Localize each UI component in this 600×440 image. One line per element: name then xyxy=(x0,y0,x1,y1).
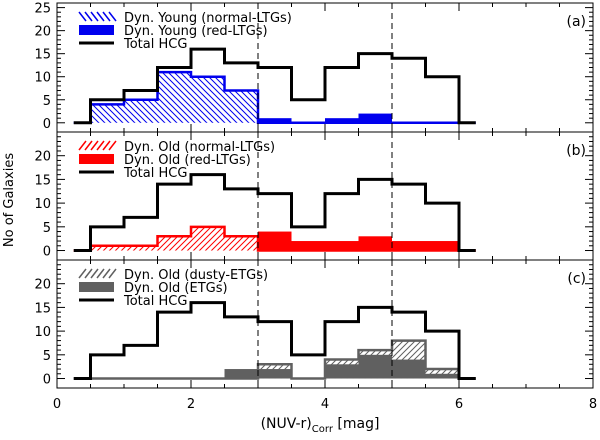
legend-label: Dyn. Young (red-LTGs) xyxy=(124,24,268,39)
panel-c: 0 5 10 15 20 (c) Dyn. Old (dusty-ETGs)Dyn. Old… xyxy=(34,259,594,389)
legend-fill-swatch xyxy=(79,154,114,164)
hatched-bar xyxy=(124,99,158,123)
legend-hatch-swatch xyxy=(108,11,117,22)
legend-fill-swatch xyxy=(79,25,114,35)
y-axis-label: No of Galaxies xyxy=(2,153,17,247)
legend-label: Dyn. Old (dusty-ETGs) xyxy=(124,268,268,283)
x-axis-label: (NUV-r)Corr [mag] xyxy=(261,416,380,435)
hatched-bar xyxy=(157,72,191,123)
filled-bar xyxy=(325,118,359,123)
hatched-bar xyxy=(90,104,124,123)
panel-label: (a) xyxy=(566,14,586,30)
y-tick-label: 0 xyxy=(43,117,51,132)
x-tick-label: 6 xyxy=(455,397,463,412)
x-tick-label: 8 xyxy=(589,397,597,412)
y-tick-label: 15 xyxy=(34,48,51,63)
panel-label: (c) xyxy=(567,271,586,287)
hatched-bar xyxy=(191,76,225,123)
legend-label: Dyn. Old (red-LTGs) xyxy=(124,153,251,168)
filled-bar xyxy=(291,241,325,251)
legend-hatch-swatch xyxy=(78,140,87,151)
filled-bar xyxy=(258,231,292,251)
filled-bar xyxy=(325,241,359,251)
legend-label: Total HCG xyxy=(123,294,187,309)
legend-label: Dyn. Young (normal-LTGs) xyxy=(124,11,292,26)
legend-label: Total HCG xyxy=(123,37,187,52)
legend-label: Dyn. Old (ETGs) xyxy=(124,281,228,296)
x-tick-label: 0 xyxy=(53,397,61,412)
panel-a: 0 5 10 15 20 25 (a) Dyn. Young (normal-LTGs)Dyn… xyxy=(34,2,594,133)
total-hcg-line xyxy=(73,301,476,381)
total-hcg-line xyxy=(73,173,476,253)
y-tick-label: 10 xyxy=(34,325,51,340)
legend-label: Total HCG xyxy=(123,166,187,181)
y-tick-label: 20 xyxy=(34,278,51,293)
y-tick-label: 10 xyxy=(34,71,51,86)
filled-bar xyxy=(358,236,392,251)
legend-hatch-swatch xyxy=(90,11,99,22)
y-tick-label: 25 xyxy=(34,2,51,17)
x-axis-label-subscript: Corr xyxy=(312,424,334,435)
hatched-series-outline xyxy=(73,225,476,252)
legend-fill-swatch xyxy=(79,282,114,292)
filled-bar xyxy=(425,373,459,379)
total-hcg-line xyxy=(73,47,476,125)
legend-hatch-swatch xyxy=(90,140,99,151)
hatched-series-outline xyxy=(73,70,476,125)
y-tick-label: 15 xyxy=(34,173,51,188)
hatched-bar xyxy=(90,245,124,251)
hatched-bar xyxy=(157,236,191,251)
legend-hatch-swatch xyxy=(96,11,105,22)
y-tick-label: 10 xyxy=(34,197,51,212)
filled-bar xyxy=(358,354,392,379)
y-tick-label: 5 xyxy=(43,221,51,236)
legend-hatch-swatch xyxy=(90,268,99,279)
legend-hatch-swatch xyxy=(102,268,111,279)
hatched-bar xyxy=(224,90,258,123)
legend-label: Dyn. Old (normal-LTGs) xyxy=(124,140,275,155)
panel-b: 0 5 10 15 20 (b) Dyn. Old (normal-LTGs)Dyn. Ol… xyxy=(34,131,594,261)
filled-bar xyxy=(392,241,426,251)
panel-label: (b) xyxy=(566,143,586,159)
filled-bar xyxy=(425,241,459,251)
legend-hatch-swatch xyxy=(102,140,111,151)
legend-hatch-swatch xyxy=(84,11,93,22)
hatched-bar xyxy=(191,226,225,251)
legend-hatch-swatch xyxy=(108,140,117,151)
filled-bar xyxy=(392,359,426,379)
y-tick-label: 0 xyxy=(43,373,51,388)
x-tick-label: 2 xyxy=(187,397,195,412)
x-tick-label: 4 xyxy=(321,397,329,412)
filled-bar xyxy=(258,369,292,379)
legend-hatch-swatch xyxy=(96,140,105,151)
legend-hatch-swatch xyxy=(78,268,87,279)
legend-hatch-swatch xyxy=(84,268,93,279)
hatched-bar xyxy=(124,245,158,251)
y-tick-label: 5 xyxy=(43,349,51,364)
filled-bar xyxy=(258,118,292,123)
x-axis-label-main: (NUV-r) xyxy=(261,416,312,432)
filled-bar xyxy=(325,364,359,379)
filled-bar xyxy=(224,369,258,379)
legend-hatch-swatch xyxy=(96,268,105,279)
legend-hatch-swatch xyxy=(78,11,87,22)
legend-hatch-swatch xyxy=(108,268,117,279)
hatched-bar xyxy=(224,236,258,251)
y-tick-label: 5 xyxy=(43,94,51,109)
legend-hatch-swatch xyxy=(84,140,93,151)
y-tick-label: 20 xyxy=(34,25,51,40)
filled-bar xyxy=(358,113,392,123)
y-tick-label: 0 xyxy=(43,245,51,260)
legend-hatch-swatch xyxy=(102,11,111,22)
y-tick-label: 20 xyxy=(34,150,51,165)
x-axis-label-unit: [mag] xyxy=(333,416,379,432)
y-tick-label: 15 xyxy=(34,301,51,316)
